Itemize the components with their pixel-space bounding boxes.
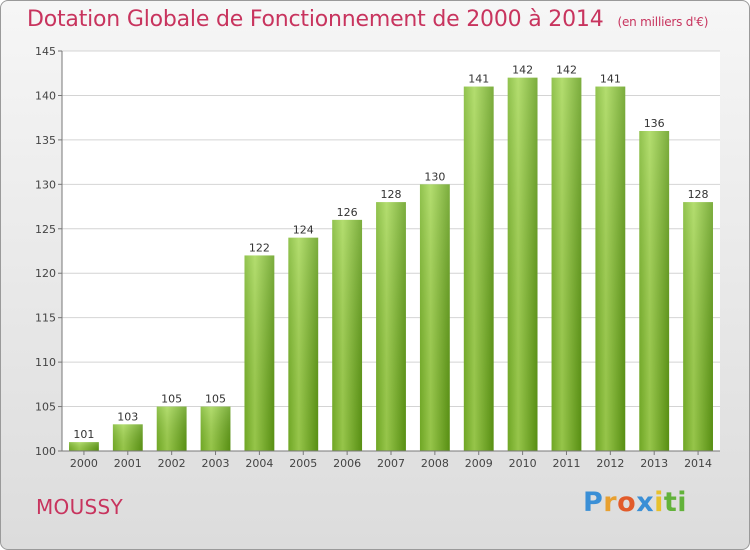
bar-shade — [507, 77, 538, 452]
data-label: 101 — [73, 428, 94, 441]
x-tick-label: 2013 — [640, 457, 668, 470]
bar-shade — [639, 131, 670, 451]
x-tick-label: 2004 — [245, 457, 273, 470]
data-label: 103 — [117, 410, 138, 423]
axis-layer: 100 105 110 115 120 125 130 135 140 145 2000 2001 20… — [35, 45, 720, 470]
data-label: 142 — [512, 64, 533, 77]
bar-layer — [69, 77, 713, 452]
bar-shade — [69, 442, 99, 451]
chart-title: Dotation Globale de Fonctionnement de 20… — [27, 7, 708, 32]
data-label: 141 — [468, 73, 489, 86]
bar-shade — [200, 406, 231, 451]
bar-shade — [156, 406, 187, 451]
y-tick-label: 105 — [35, 401, 56, 414]
data-label: 136 — [644, 117, 665, 130]
y-tick-label: 100 — [35, 445, 56, 458]
bar-shade — [683, 202, 713, 451]
bar-shade — [595, 86, 626, 452]
logo-letter: o — [617, 487, 637, 518]
y-tick-label: 115 — [35, 312, 56, 325]
bar-shade — [244, 255, 275, 451]
data-label: 130 — [424, 170, 445, 183]
bar-shade — [288, 237, 319, 451]
x-tick-label: 2008 — [421, 457, 449, 470]
bar-shade — [551, 77, 582, 452]
bar-shade — [112, 424, 143, 451]
logo-letter: i — [654, 487, 664, 518]
x-tick-label: 2007 — [377, 457, 405, 470]
label-layer: 101 103 105 105 122 124 126 128 130 141 142 142 141 1… — [73, 64, 708, 441]
chart-title-text: Dotation Globale de Fonctionnement de 20… — [27, 7, 604, 32]
data-label: 105 — [205, 393, 226, 406]
y-tick-label: 135 — [35, 134, 56, 147]
x-tick-label: 2009 — [465, 457, 493, 470]
y-tick-label: 120 — [35, 267, 56, 280]
x-tick-label: 2011 — [552, 457, 580, 470]
x-tick-label: 2002 — [158, 457, 186, 470]
data-label: 128 — [688, 188, 709, 201]
x-tick-label: 2010 — [509, 457, 537, 470]
data-label: 126 — [337, 206, 358, 219]
x-tick-label: 2000 — [70, 457, 98, 470]
logo-letter: x — [636, 487, 655, 518]
data-label: 122 — [249, 241, 270, 254]
y-tick-label: 145 — [35, 45, 56, 58]
bar-shade — [376, 202, 406, 451]
data-label: 141 — [600, 73, 621, 86]
data-label: 128 — [381, 188, 402, 201]
data-label: 142 — [556, 64, 577, 77]
logo-letter: P — [583, 487, 604, 518]
y-tick-label: 130 — [35, 178, 56, 191]
bar-shade — [332, 219, 363, 451]
bar-shade — [419, 184, 450, 452]
y-tick-label: 110 — [35, 356, 56, 369]
chart-subtitle: (en milliers d'€) — [617, 15, 709, 29]
proxiti-logo: Proxiti — [583, 487, 687, 518]
x-tick-label: 2003 — [202, 457, 230, 470]
x-tick-label: 2005 — [289, 457, 317, 470]
x-tick-label: 2014 — [684, 457, 712, 470]
data-label: 105 — [161, 393, 182, 406]
y-tick-label: 140 — [35, 89, 56, 102]
bar-shade — [463, 86, 494, 452]
data-label: 124 — [293, 224, 314, 237]
x-tick-label: 2006 — [333, 457, 361, 470]
logo-letter: ti — [663, 487, 688, 518]
x-tick-label: 2012 — [596, 457, 624, 470]
logo-letter: r — [603, 487, 618, 518]
x-tick-label: 2001 — [114, 457, 142, 470]
y-tick-label: 125 — [35, 223, 56, 236]
place-name: MOUSSY — [36, 495, 124, 519]
